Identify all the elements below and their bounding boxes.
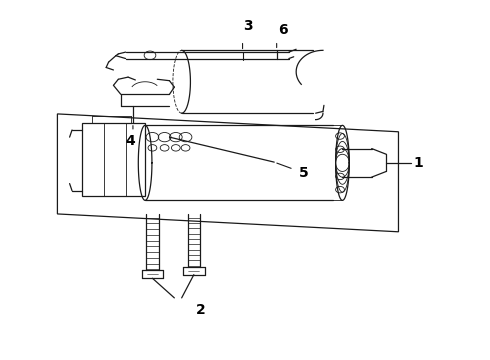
Text: 6: 6 (278, 23, 288, 37)
Text: 4: 4 (125, 134, 135, 148)
Text: 2: 2 (196, 303, 206, 318)
Text: 1: 1 (413, 156, 423, 170)
Text: 5: 5 (298, 166, 308, 180)
Text: 3: 3 (244, 19, 253, 33)
